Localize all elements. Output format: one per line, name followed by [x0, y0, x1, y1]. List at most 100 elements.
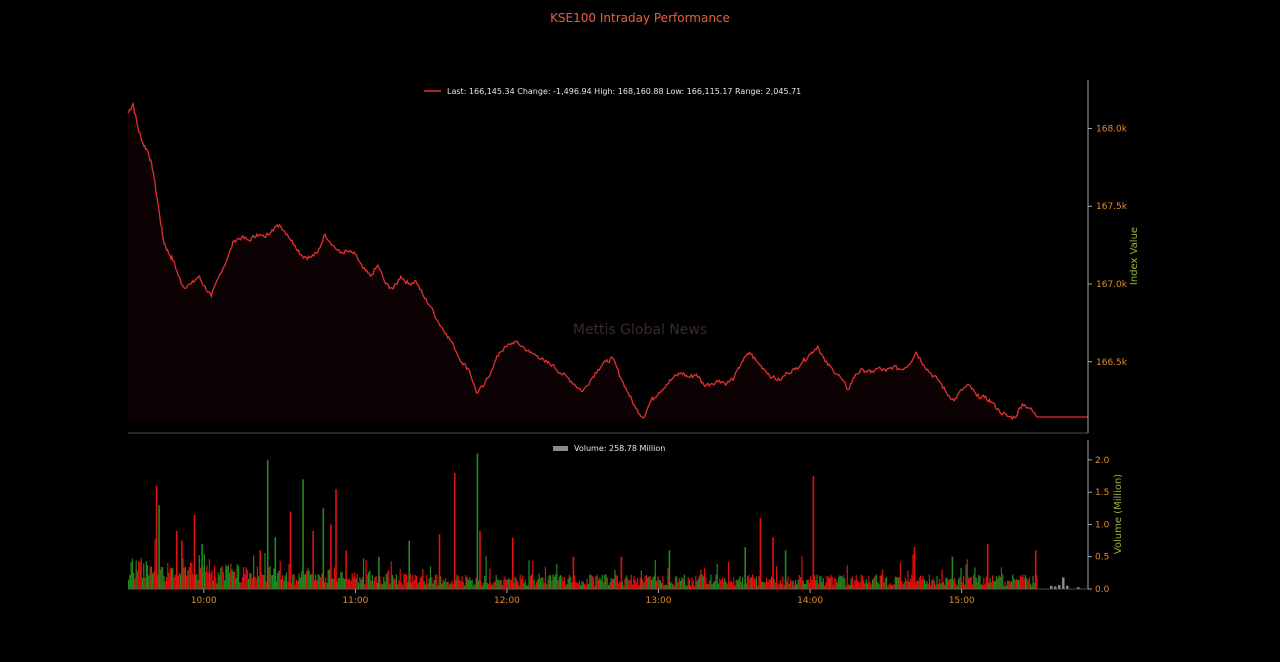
volume-bar — [792, 580, 794, 589]
volume-bar — [157, 574, 159, 589]
volume-bar — [547, 579, 549, 589]
volume-bar — [936, 576, 938, 589]
volume-bar — [959, 576, 961, 589]
volume-bar — [447, 581, 449, 589]
volume-bar — [472, 585, 474, 589]
volume-bar — [277, 572, 279, 589]
volume-bar — [648, 576, 650, 589]
volume-bar — [576, 582, 578, 589]
volume-bar — [827, 576, 829, 589]
volume-bar — [969, 577, 971, 589]
volume-bar — [462, 582, 464, 589]
volume-bar — [571, 582, 573, 589]
volume-bar — [184, 566, 186, 589]
volume-bar — [1009, 581, 1011, 589]
volume-bar — [704, 568, 706, 589]
volume-bar — [460, 581, 462, 589]
volume-bar — [395, 574, 397, 589]
volume-bar — [477, 580, 480, 589]
volume-bar — [522, 575, 524, 589]
volume-bar — [216, 583, 218, 589]
volume-bar — [816, 574, 818, 589]
volume-bar — [971, 584, 973, 589]
volume-bar — [594, 585, 596, 589]
volume-bar — [825, 582, 827, 589]
volume-bar — [433, 579, 435, 589]
price-legend-text: Last: 166,145.34 Change: -1,496.94 High:… — [447, 87, 801, 96]
volume-bar — [626, 578, 629, 589]
volume-bar — [241, 577, 243, 589]
volume-bar — [733, 577, 735, 589]
volume-bar — [251, 578, 253, 589]
volume-bar — [666, 584, 668, 589]
volume-bar — [697, 578, 699, 589]
volume-bar — [815, 580, 817, 589]
volume-bar — [791, 581, 793, 589]
volume-bar — [983, 577, 985, 589]
volume-bar — [421, 575, 423, 589]
volume-bar — [294, 584, 296, 589]
volume-bar — [282, 575, 284, 589]
volume-bar — [160, 566, 162, 589]
volume-bar — [874, 575, 876, 589]
volume-bar — [577, 583, 579, 589]
volume-bar — [173, 577, 175, 589]
volume-bar — [369, 570, 371, 589]
volume-bar — [663, 585, 665, 589]
volume-bar — [280, 579, 282, 589]
volume-bar — [634, 579, 636, 589]
volume-bar — [423, 581, 425, 589]
volume-bar — [777, 584, 779, 589]
volume-bar — [975, 577, 977, 589]
volume-bar — [796, 584, 798, 589]
volume-bar — [325, 577, 327, 589]
volume-bar — [529, 576, 531, 589]
volume-bar — [392, 575, 394, 589]
volume-bar — [752, 574, 754, 589]
volume-bar — [614, 570, 616, 589]
volume-bar — [606, 577, 608, 589]
volume-bar — [724, 578, 726, 589]
volume-bar — [911, 574, 913, 589]
volume-bar — [558, 576, 560, 589]
volume-bar — [235, 577, 237, 589]
volume-bar — [667, 568, 669, 589]
volume-bar — [174, 574, 176, 589]
volume-bar — [858, 581, 860, 589]
price-y-ticks: 166.5k 167.0k 167.5k 168.0k — [1088, 124, 1128, 368]
volume-bar — [701, 574, 703, 589]
volume-bar — [346, 578, 348, 589]
volume-bar — [923, 579, 925, 589]
volume-bar — [381, 584, 384, 589]
volume-bar — [482, 582, 485, 589]
volume-bar — [546, 584, 548, 589]
volume-bar — [466, 577, 468, 589]
volume-bar — [515, 579, 517, 589]
volume-bar — [169, 567, 171, 589]
volume-bar — [383, 576, 385, 589]
volume-bar — [802, 580, 804, 589]
volume-bar — [868, 576, 870, 589]
volume-bar — [866, 583, 869, 589]
volume-bar — [323, 582, 325, 589]
volume-bar — [317, 573, 319, 589]
volume-bar — [912, 554, 914, 589]
volume-bar — [1014, 580, 1016, 589]
volume-bar — [938, 578, 941, 589]
volume-bar — [362, 558, 365, 589]
volume-bar — [360, 579, 362, 589]
volume-bar — [549, 575, 552, 589]
volume-bar — [669, 582, 672, 589]
volume-bar — [375, 576, 377, 589]
volume-bar — [774, 582, 776, 589]
volume-bar — [385, 573, 387, 589]
volume-bar — [514, 576, 516, 589]
volume-after-hours-bar — [1054, 586, 1057, 589]
volume-bar — [1008, 580, 1010, 589]
volume-bar — [640, 570, 642, 589]
volume-bar — [258, 576, 260, 589]
volume-bar — [397, 584, 399, 589]
volume-bar — [717, 583, 720, 589]
volume-bar — [980, 584, 982, 589]
volume-bar — [337, 577, 339, 589]
